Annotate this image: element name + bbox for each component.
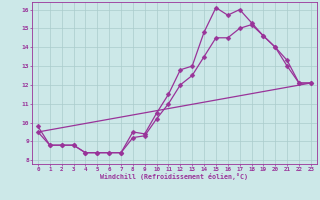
- X-axis label: Windchill (Refroidissement éolien,°C): Windchill (Refroidissement éolien,°C): [100, 173, 248, 180]
